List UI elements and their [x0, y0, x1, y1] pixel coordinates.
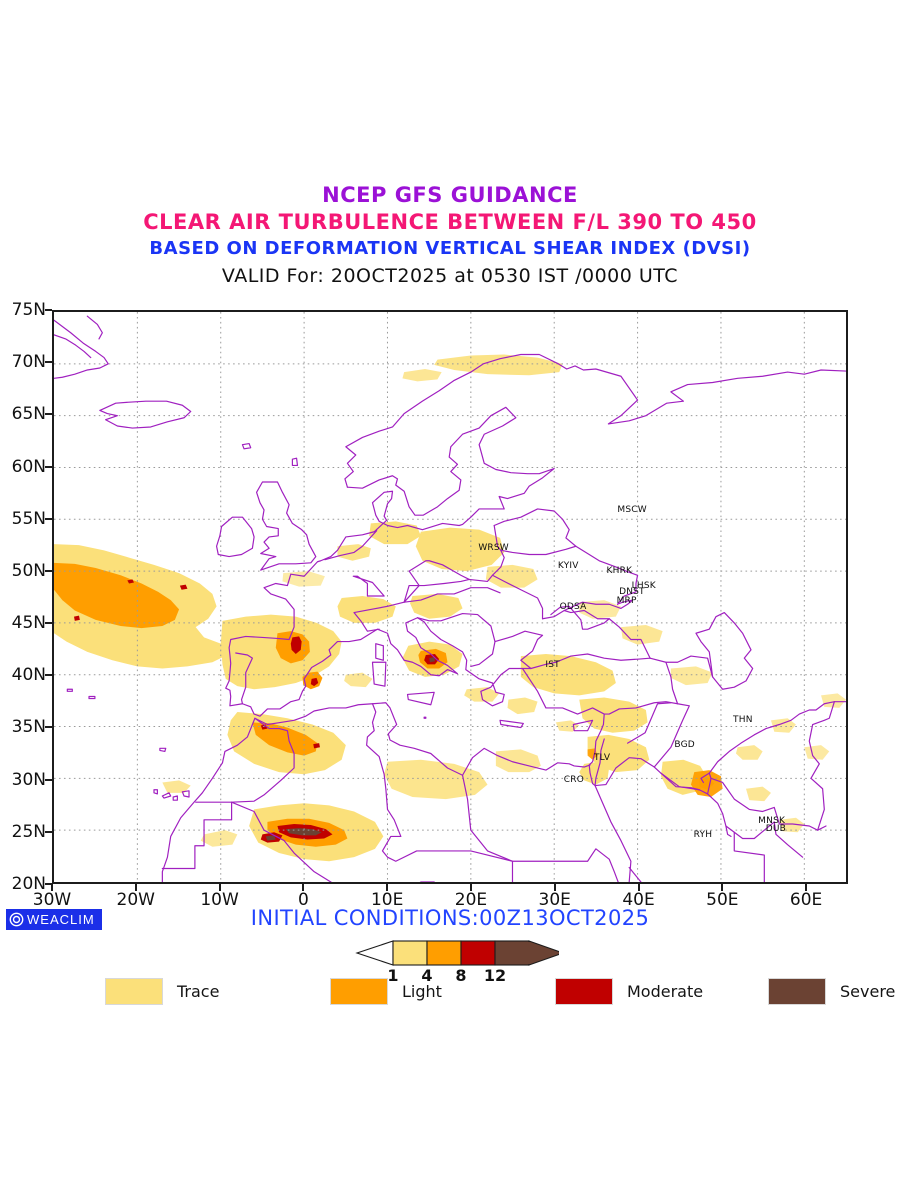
city-label-kyiv: KYIV [557, 560, 579, 571]
y-axis-label-25N: 25N [11, 821, 46, 842]
legend-item-light: Light [330, 978, 442, 1005]
circle-logo-icon [9, 912, 24, 927]
y-axis-label-40N: 40N [11, 665, 46, 686]
city-label-mscw: MSCW [617, 505, 647, 516]
y-axis-label-35N: 35N [11, 717, 46, 738]
x-axis-label-20W: 20W [116, 890, 156, 910]
legend-item-trace: Trace [105, 978, 219, 1005]
y-axis-tick [45, 465, 52, 468]
x-axis-tick [134, 884, 137, 891]
weaclim-badge: WEACLIM [6, 909, 102, 930]
city-label-dub: DUB [765, 823, 787, 834]
colorbar-tick-8: 8 [455, 966, 467, 985]
legend-label-trace: Trace [177, 982, 220, 1001]
y-axis-label-60N: 60N [11, 456, 46, 477]
colorbar-tick-12: 12 [483, 966, 507, 985]
y-axis-tick [45, 726, 52, 729]
x-axis-label-20E: 20E [454, 890, 488, 910]
x-axis-label-50E: 50E [706, 890, 739, 910]
cat-forecast-map [54, 312, 846, 882]
page-title: NCEP GFS GUIDANCE [322, 183, 578, 207]
weaclim-label: WEACLIM [27, 912, 95, 927]
x-axis-tick [218, 884, 221, 891]
y-axis-label-20N: 20N [11, 874, 46, 894]
map-frame [52, 310, 848, 884]
legend-label-light: Light [402, 982, 442, 1001]
title-basis: BASED ON DEFORMATION VERTICAL SHEAR INDE… [149, 238, 751, 259]
city-label-odsa: ODSA [559, 602, 587, 613]
x-axis-label-60E: 60E [789, 890, 823, 910]
y-axis-tick [45, 569, 52, 572]
y-axis-tick [45, 674, 52, 677]
city-label-khrk: KHRK [606, 565, 633, 576]
x-axis-label-0: 0 [297, 890, 309, 910]
legend-swatch-light [330, 978, 388, 1005]
city-label-ryh: RYH [693, 829, 713, 840]
x-axis-label-10E: 10E [370, 890, 404, 910]
city-label-lhsk: LHSK [631, 580, 656, 591]
y-axis-label-30N: 30N [11, 769, 46, 790]
colorbar-tick-1: 1 [387, 966, 399, 985]
title-subtitle-cat: CLEAR AIR TURBULENCE BETWEEN F/L 390 TO … [143, 210, 757, 234]
y-axis-tick [45, 778, 52, 781]
map-container [52, 310, 848, 884]
legend-label-moderate: Moderate [627, 982, 704, 1001]
y-axis-label-50N: 50N [11, 560, 46, 581]
colorbar-ticks: 1 4 8 12 [349, 966, 559, 986]
city-label-bgd: BGD [674, 740, 695, 751]
legend-swatch-trace [105, 978, 163, 1005]
colorbar-tick-4: 4 [421, 966, 433, 985]
y-axis-label-45N: 45N [11, 613, 46, 634]
category-legend: Trace Light Moderate Severe [0, 978, 900, 1008]
city-label-ist: IST [545, 659, 560, 670]
y-axis-label-75N: 75N [11, 300, 46, 320]
x-axis-label-30W: 30W [32, 890, 72, 910]
y-axis-label-65N: 65N [11, 404, 46, 425]
legend-label-severe: Severe [840, 982, 896, 1001]
y-axis-label-70N: 70N [11, 352, 46, 373]
x-axis-label-10W: 10W [200, 890, 239, 910]
y-axis-tick [45, 361, 52, 364]
legend-swatch-severe [768, 978, 826, 1005]
title-valid-time: VALID For: 20OCT2025 at 0530 IST /0000 U… [221, 265, 679, 287]
legend-item-severe: Severe [768, 978, 895, 1005]
x-axis-tick [469, 884, 472, 891]
legend-swatch-moderate [555, 978, 613, 1005]
x-axis-tick [51, 884, 53, 891]
y-axis-tick [45, 883, 52, 885]
title-block: NCEP GFS GUIDANCE CLEAR AIR TURBULENCE B… [0, 182, 900, 290]
y-axis-tick [45, 517, 52, 520]
city-label-thn: THN [733, 715, 753, 726]
colorbar [355, 940, 559, 966]
x-axis-tick [637, 884, 640, 891]
city-label-tlv: TLV [593, 752, 611, 763]
x-axis-tick [553, 884, 556, 891]
city-label-mnsk: MNSK [758, 816, 786, 827]
x-axis-tick [386, 884, 389, 891]
city-label-dnst: DNST [619, 586, 645, 597]
x-axis-tick [302, 884, 305, 891]
y-axis-tick [45, 830, 52, 833]
y-axis-tick [45, 622, 52, 625]
x-axis-label-40E: 40E [622, 890, 655, 910]
initial-conditions-text: INITIAL CONDITIONS:00Z13OCT2025 [250, 906, 650, 930]
y-axis-label-55N: 55N [11, 508, 46, 529]
city-label-wrsw: WRSW [478, 542, 509, 553]
legend-item-moderate: Moderate [555, 978, 703, 1005]
y-axis-tick [45, 413, 52, 416]
y-axis-tick [45, 309, 52, 311]
city-label-mrp: MRP [616, 596, 637, 607]
city-label-cro: CRO [563, 774, 585, 785]
x-axis-tick [805, 884, 808, 891]
x-axis-tick [721, 884, 724, 891]
x-axis-label-30E: 30E [538, 890, 571, 910]
